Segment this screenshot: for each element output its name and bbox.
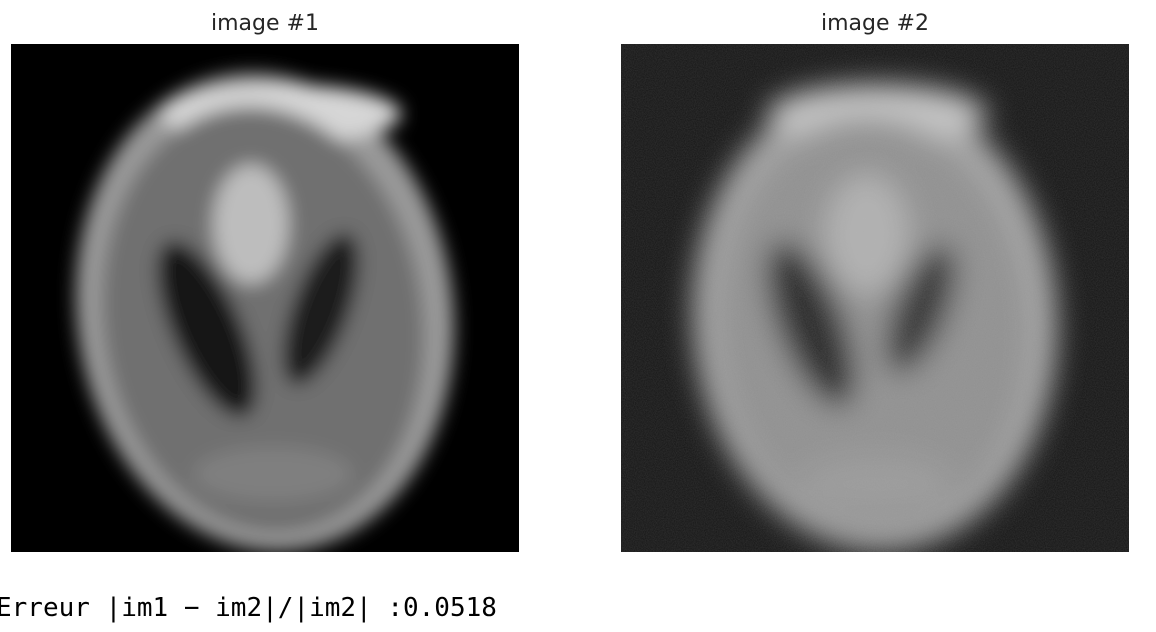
image-1-panel: image #1 bbox=[11, 0, 519, 552]
image-1-phantom bbox=[11, 44, 519, 552]
image-1-title: image #1 bbox=[211, 11, 319, 36]
image-1-svg bbox=[11, 44, 519, 552]
image-2-svg bbox=[621, 44, 1129, 552]
image-2-panel: image #2 bbox=[621, 0, 1129, 552]
image-2-phantom bbox=[621, 44, 1129, 552]
image-2-title: image #2 bbox=[821, 11, 929, 36]
error-output-text: Erreur |im1 − im2|/|im2| :0.0518 bbox=[0, 593, 497, 623]
